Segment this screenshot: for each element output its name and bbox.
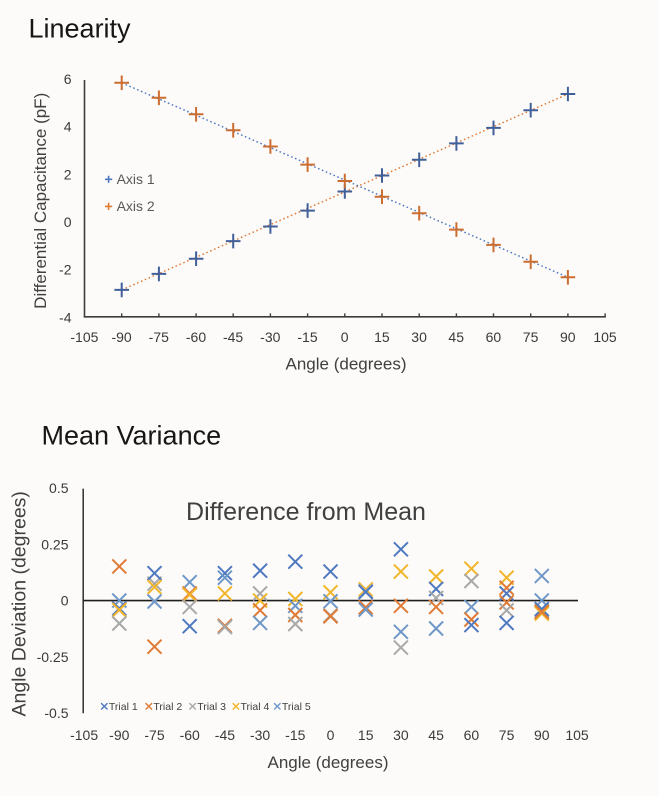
svg-text:-90: -90: [111, 329, 131, 345]
svg-text:-60: -60: [180, 727, 200, 743]
svg-text:-75: -75: [144, 727, 164, 743]
svg-text:0.5: 0.5: [49, 480, 69, 496]
svg-text:-75: -75: [149, 329, 169, 345]
svg-text:Trial 1: Trial 1: [109, 701, 138, 713]
svg-text:0: 0: [341, 329, 349, 345]
svg-text:0: 0: [327, 727, 335, 743]
svg-text:-105: -105: [70, 727, 98, 743]
svg-text:-90: -90: [109, 727, 129, 743]
svg-text:Trial 4: Trial 4: [241, 701, 270, 713]
svg-text:105: 105: [565, 727, 589, 743]
svg-text:-0.5: -0.5: [44, 705, 68, 721]
svg-text:-60: -60: [186, 329, 206, 345]
svg-text:Differential Capacitance (pF): Differential Capacitance (pF): [31, 93, 50, 309]
svg-text:-4: -4: [59, 309, 72, 325]
svg-text:45: 45: [448, 329, 464, 345]
svg-text:2: 2: [64, 166, 72, 182]
svg-text:Difference from Mean: Difference from Mean: [186, 498, 426, 526]
svg-text:Trial 2: Trial 2: [153, 701, 182, 713]
svg-text:0: 0: [64, 214, 72, 230]
svg-text:-105: -105: [70, 329, 98, 345]
svg-text:15: 15: [374, 329, 390, 345]
svg-text:Axis 1: Axis 1: [117, 171, 155, 187]
svg-text:-0.25: -0.25: [37, 649, 69, 665]
svg-text:-45: -45: [223, 329, 243, 345]
svg-text:75: 75: [523, 329, 539, 345]
svg-text:Linearity: Linearity: [29, 14, 132, 44]
svg-text:Angle (degrees): Angle (degrees): [268, 753, 389, 772]
svg-text:-2: -2: [59, 262, 72, 278]
svg-text:4: 4: [64, 119, 72, 135]
svg-text:60: 60: [486, 329, 502, 345]
svg-text:15: 15: [358, 727, 374, 743]
svg-text:75: 75: [499, 727, 515, 743]
svg-text:Trial 5: Trial 5: [282, 701, 311, 713]
svg-text:60: 60: [464, 727, 480, 743]
svg-text:Angle Deviation (degrees): Angle Deviation (degrees): [9, 491, 31, 716]
svg-text:45: 45: [428, 727, 444, 743]
svg-text:Mean Variance: Mean Variance: [42, 421, 222, 451]
svg-text:Trial 3: Trial 3: [197, 701, 226, 713]
svg-text:90: 90: [534, 727, 550, 743]
svg-text:Axis 2: Axis 2: [117, 198, 155, 214]
svg-text:0: 0: [61, 593, 69, 609]
svg-text:30: 30: [411, 329, 427, 345]
svg-text:105: 105: [593, 329, 617, 345]
svg-text:0.25: 0.25: [41, 536, 68, 552]
svg-text:-15: -15: [285, 727, 305, 743]
svg-text:-30: -30: [260, 329, 280, 345]
svg-text:-15: -15: [297, 329, 317, 345]
svg-text:-30: -30: [250, 727, 270, 743]
svg-text:90: 90: [560, 329, 576, 345]
svg-text:30: 30: [393, 727, 409, 743]
svg-text:Angle (degrees): Angle (degrees): [286, 355, 407, 374]
svg-text:6: 6: [64, 71, 72, 87]
svg-text:-45: -45: [215, 727, 235, 743]
